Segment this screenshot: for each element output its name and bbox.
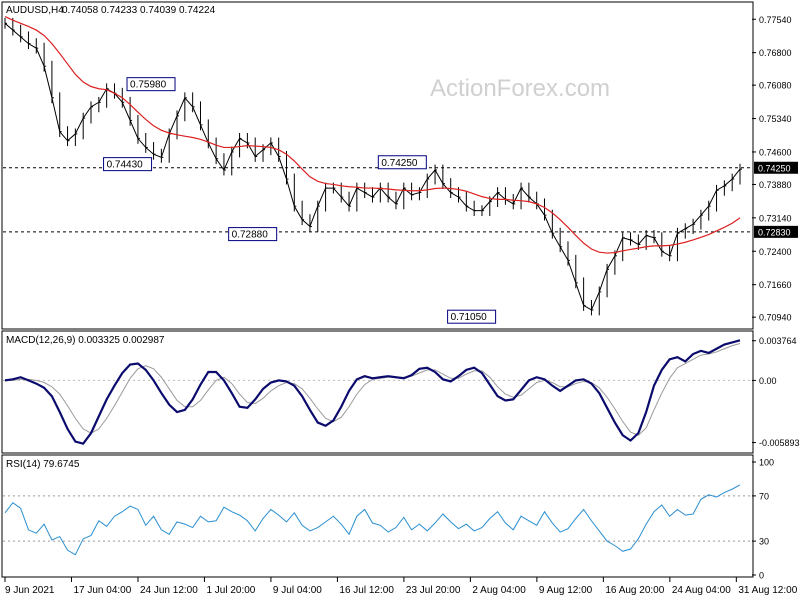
price-layer: 0.77540 0.76800 0.76080 0.75340 0.74600 0.738… — [3, 15, 798, 324]
swing-annotation-box — [103, 157, 153, 172]
hline-price-tag — [754, 161, 798, 174]
low-value: 0.74039 — [140, 5, 177, 16]
price-y-tick-label: 0.74600 — [759, 147, 792, 157]
x-tick-label: 9 Jun 2021 — [5, 585, 55, 596]
hline-price-tag — [754, 225, 798, 238]
price-header: AUDUSD,H4 0.74058 0.74233 0.74039 0.7422… — [6, 5, 216, 16]
x-tick-label: 17 Jun 04:00 — [73, 585, 131, 596]
open-value: 0.74058 — [62, 5, 99, 16]
price-panel-frame — [1, 1, 754, 330]
rsi-y-tick-label: 100 — [759, 458, 774, 468]
price-close-line — [4, 22, 741, 311]
macd-signal-line — [5, 343, 741, 436]
x-tick-label: 24 Aug 04:00 — [672, 585, 731, 596]
price-y-tick-label: 0.73140 — [759, 213, 792, 223]
macd-y-tick-label: 0.003764 — [759, 336, 797, 346]
price-y-tick-label: 0.71660 — [759, 280, 792, 290]
moving-average-line — [4, 15, 741, 254]
watermark: ActionForex.com — [430, 75, 610, 102]
x-tick-label: 9 Jul 04:00 — [273, 585, 322, 596]
symbol-label: AUDUSD,H4 — [6, 5, 64, 16]
rsi-layer: 100 70 30 0 — [3, 458, 774, 581]
rsi-line — [4, 484, 741, 556]
price-y-tick-label: 0.76800 — [759, 48, 792, 58]
price-y-tick-label: 0.75340 — [759, 114, 792, 124]
swing-annotation-label: 0.72880 — [232, 230, 269, 241]
swing-annotation-label: 0.74250 — [381, 158, 418, 169]
rsi-y-tick-label: 70 — [759, 491, 769, 501]
macd-y-tick-label: -0.005893 — [759, 438, 800, 448]
rsi-panel-frame — [1, 454, 754, 578]
swing-annotation-label: 0.75980 — [130, 80, 167, 91]
close-value: 0.74224 — [179, 5, 216, 16]
macd-y-tick-label: 0.00 — [759, 376, 777, 386]
high-value: 0.74233 — [101, 5, 138, 16]
hline-price-tag-label: 0.74250 — [758, 163, 791, 173]
swing-annotation-box — [447, 309, 497, 324]
price-y-tick-label: 0.70940 — [759, 313, 792, 323]
macd-title: MACD(12,26,9) 0.003325 0.002987 — [6, 335, 165, 346]
rsi-y-tick-label: 30 — [759, 537, 769, 547]
x-tick-label: 16 Aug 20:00 — [605, 585, 664, 596]
swing-annotation-label: 0.74430 — [107, 160, 144, 171]
x-tick-label: 9 Aug 12:00 — [539, 585, 593, 596]
swing-annotation-box — [228, 227, 278, 242]
x-tick-label: 23 Jul 20:00 — [406, 585, 461, 596]
macd-panel-frame — [1, 330, 754, 454]
swing-annotation-label: 0.71050 — [451, 312, 488, 323]
x-tick-label: 31 Aug 12:00 — [738, 585, 797, 596]
x-tick-label: 1 Jul 20:00 — [206, 585, 255, 596]
rsi-title: RSI(14) 79.6745 — [6, 459, 80, 470]
price-y-tick-label: 0.76080 — [759, 81, 792, 91]
x-tick-label: 16 Jul 12:00 — [339, 585, 394, 596]
macd-line — [4, 339, 741, 445]
swing-annotation-box — [377, 155, 427, 170]
price-y-tick-label: 0.77540 — [759, 15, 792, 25]
x-axis: 9 Jun 2021 17 Jun 04:00 24 Jun 12:00 1 Jul … — [4, 577, 798, 596]
x-tick-label: 2 Aug 04:00 — [472, 585, 526, 596]
hline-price-tag-label: 0.72830 — [758, 227, 791, 237]
price-y-tick-label: 0.73880 — [759, 180, 792, 190]
x-tick-label: 24 Jun 12:00 — [140, 585, 198, 596]
swing-annotation-box — [126, 77, 176, 92]
macd-layer: 0.003764 0.00 -0.005893 — [3, 336, 800, 448]
price-y-tick-label: 0.72400 — [759, 247, 792, 257]
rsi-y-tick-label: 0 — [759, 571, 764, 581]
